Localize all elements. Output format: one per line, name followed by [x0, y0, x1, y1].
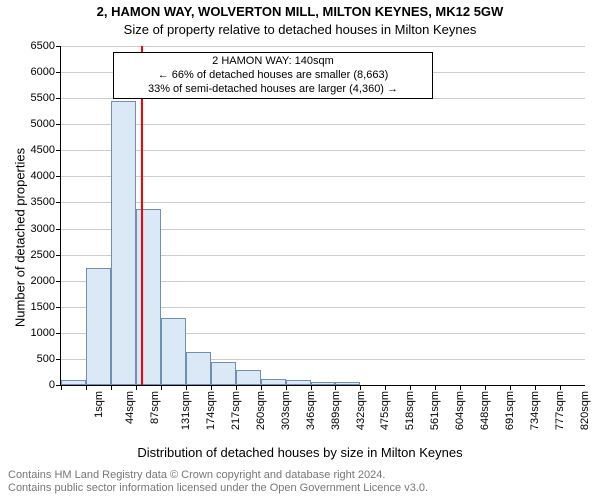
- xtick-mark: [311, 385, 312, 390]
- ytick-label: 3000: [31, 223, 55, 235]
- histogram-bar: [86, 268, 111, 385]
- xtick-mark: [286, 385, 287, 390]
- chart-title-line1: 2, HAMON WAY, WOLVERTON MILL, MILTON KEY…: [0, 4, 600, 19]
- xtick-label: 777sqm: [554, 391, 566, 430]
- histogram-bar: [186, 352, 211, 385]
- xtick-label: 432sqm: [355, 391, 367, 430]
- histogram-bar: [111, 101, 136, 385]
- xtick-mark: [560, 385, 561, 390]
- xtick-label: 604sqm: [454, 391, 466, 430]
- xtick-label: 1sqm: [93, 391, 105, 418]
- y-axis-label: Number of detached properties: [13, 68, 28, 408]
- histogram-bar: [211, 362, 236, 385]
- xtick-mark: [136, 385, 137, 390]
- xtick-label: 475sqm: [380, 391, 392, 430]
- xtick-label: 217sqm: [230, 391, 242, 430]
- xtick-mark: [485, 385, 486, 390]
- ytick-mark: [56, 124, 61, 125]
- ytick-mark: [56, 150, 61, 151]
- ytick-mark: [56, 46, 61, 47]
- xtick-mark: [460, 385, 461, 390]
- xtick-label: 389sqm: [330, 391, 342, 430]
- xtick-mark: [211, 385, 212, 390]
- grid-line: [61, 202, 585, 203]
- xtick-mark: [510, 385, 511, 390]
- xtick-label: 174sqm: [205, 391, 217, 430]
- ytick-label: 500: [37, 353, 55, 365]
- histogram-bar: [161, 318, 186, 385]
- x-axis-label: Distribution of detached houses by size …: [0, 445, 600, 460]
- xtick-label: 303sqm: [280, 391, 292, 430]
- xtick-label: 518sqm: [405, 391, 417, 430]
- xtick-label: 260sqm: [255, 391, 267, 430]
- xtick-mark: [535, 385, 536, 390]
- ytick-mark: [56, 98, 61, 99]
- histogram-bar: [311, 382, 336, 385]
- ytick-mark: [56, 281, 61, 282]
- ytick-label: 6000: [31, 66, 55, 78]
- xtick-mark: [435, 385, 436, 390]
- ytick-mark: [56, 307, 61, 308]
- ytick-label: 1000: [31, 327, 55, 339]
- xtick-mark: [385, 385, 386, 390]
- xtick-label: 87sqm: [149, 391, 161, 424]
- ytick-label: 4500: [31, 144, 55, 156]
- ytick-label: 3500: [31, 196, 55, 208]
- annotation-box: 2 HAMON WAY: 140sqm ← 66% of detached ho…: [113, 52, 433, 99]
- xtick-mark: [161, 385, 162, 390]
- xtick-mark: [236, 385, 237, 390]
- ytick-label: 2000: [31, 275, 55, 287]
- grid-line: [61, 124, 585, 125]
- ytick-label: 2500: [31, 249, 55, 261]
- xtick-label: 44sqm: [124, 391, 136, 424]
- histogram-bar: [335, 382, 360, 385]
- xtick-label: 346sqm: [305, 391, 317, 430]
- xtick-mark: [86, 385, 87, 390]
- histogram-bar: [136, 209, 161, 385]
- ytick-mark: [56, 255, 61, 256]
- xtick-label: 131sqm: [180, 391, 192, 430]
- legal-line2: Contains public sector information licen…: [8, 482, 600, 496]
- xtick-label: 734sqm: [529, 391, 541, 430]
- ytick-label: 6500: [31, 40, 55, 52]
- ytick-label: 5500: [31, 92, 55, 104]
- chart-title-line2: Size of property relative to detached ho…: [0, 22, 600, 37]
- annotation-line1: 2 HAMON WAY: 140sqm: [120, 55, 426, 69]
- histogram-bar: [61, 380, 86, 385]
- ytick-label: 4000: [31, 170, 55, 182]
- histogram-bar: [286, 380, 311, 385]
- xtick-mark: [111, 385, 112, 390]
- ytick-mark: [56, 72, 61, 73]
- legal-line1: Contains HM Land Registry data © Crown c…: [8, 469, 600, 483]
- histogram-bar: [236, 370, 261, 385]
- xtick-label: 561sqm: [430, 391, 442, 430]
- plot-area: 0500100015002000250030003500400045005000…: [60, 46, 585, 386]
- ytick-label: 5000: [31, 118, 55, 130]
- xtick-mark: [410, 385, 411, 390]
- grid-line: [61, 46, 585, 47]
- xtick-label: 648sqm: [479, 391, 491, 430]
- histogram-bar: [261, 379, 286, 385]
- xtick-mark: [186, 385, 187, 390]
- ytick-mark: [56, 333, 61, 334]
- xtick-mark: [61, 385, 62, 390]
- legal-footer: Contains HM Land Registry data © Crown c…: [0, 469, 600, 497]
- xtick-mark: [360, 385, 361, 390]
- xtick-mark: [335, 385, 336, 390]
- grid-line: [61, 150, 585, 151]
- chart-container: { "title1": { "text": "2, HAMON WAY, WOL…: [0, 0, 600, 500]
- grid-line: [61, 176, 585, 177]
- ytick-mark: [56, 176, 61, 177]
- xtick-mark: [261, 385, 262, 390]
- ytick-mark: [56, 359, 61, 360]
- xtick-label: 820sqm: [579, 391, 591, 430]
- annotation-line3: 33% of semi-detached houses are larger (…: [120, 83, 426, 97]
- annotation-line2: ← 66% of detached houses are smaller (8,…: [120, 69, 426, 83]
- xtick-label: 691sqm: [504, 391, 516, 430]
- ytick-label: 1500: [31, 301, 55, 313]
- ytick-label: 0: [49, 379, 55, 391]
- ytick-mark: [56, 202, 61, 203]
- ytick-mark: [56, 229, 61, 230]
